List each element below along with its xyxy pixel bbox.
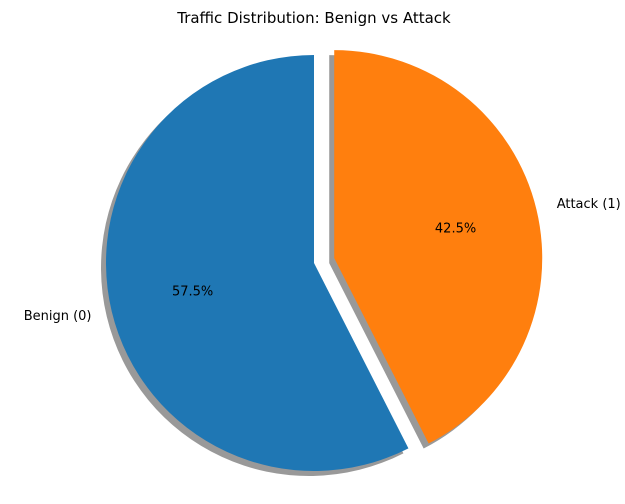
pie-slices	[106, 50, 543, 472]
slice-label-0: Benign (0)	[24, 309, 92, 324]
pie-slice-0	[106, 55, 409, 472]
pie-slice-1	[334, 50, 543, 444]
percent-label-1: 42.5%	[435, 222, 476, 237]
pie-labels: Benign (0) 57.5% Attack (1) 42.5%	[24, 197, 621, 324]
chart-title: Traffic Distribution: Benign vs Attack	[176, 9, 451, 27]
slice-label-1: Attack (1)	[557, 197, 621, 212]
percent-label-0: 57.5%	[172, 285, 213, 300]
